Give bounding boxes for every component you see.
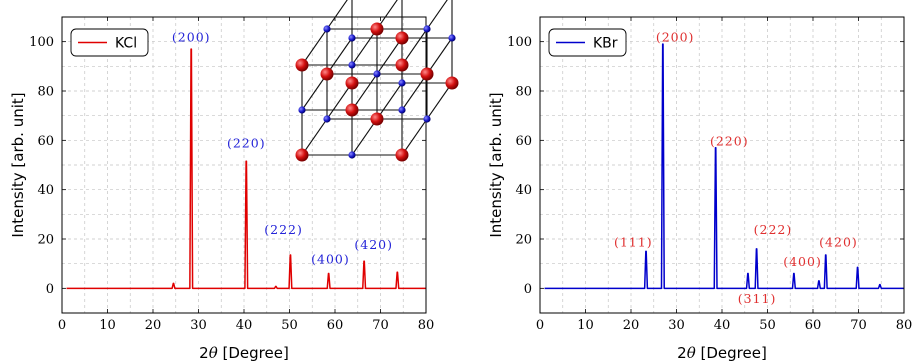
legend-box bbox=[548, 28, 627, 57]
cation-atom bbox=[420, 67, 434, 81]
y-tick-label: 100 bbox=[29, 35, 54, 50]
cation-atom bbox=[370, 112, 384, 126]
crystal-lattice-inset bbox=[295, 0, 459, 162]
cation-atom bbox=[345, 103, 359, 117]
legend-label: KBr bbox=[593, 36, 618, 52]
anion-atom bbox=[448, 34, 456, 42]
x-tick-label: 0 bbox=[58, 318, 66, 333]
anion-atom bbox=[298, 106, 306, 114]
x-tick-label: 30 bbox=[190, 318, 207, 333]
y-tick-label: 80 bbox=[515, 85, 532, 100]
x-tick-label: 70 bbox=[372, 318, 389, 333]
anion-atom bbox=[398, 106, 406, 114]
cation-atom bbox=[295, 148, 309, 162]
anion-atom bbox=[348, 61, 356, 69]
peak-annotation: (400) bbox=[783, 254, 822, 269]
y-tick-label: 60 bbox=[37, 134, 54, 149]
cation-atom bbox=[395, 31, 409, 45]
x-tick-label: 20 bbox=[623, 318, 640, 333]
y-axis-label: Intensity [arb. unit] bbox=[9, 92, 27, 237]
x-tick-label: 60 bbox=[327, 318, 344, 333]
cation-atom bbox=[395, 148, 409, 162]
grid bbox=[62, 17, 426, 313]
x-tick-label: 80 bbox=[418, 318, 435, 333]
peak-annotation: (220) bbox=[710, 133, 749, 148]
legend-box bbox=[70, 28, 149, 57]
y-tick-label: 40 bbox=[515, 183, 532, 198]
plot-frame bbox=[539, 16, 905, 314]
y-tick-label: 0 bbox=[46, 282, 54, 297]
peak-annotation: (400) bbox=[311, 252, 350, 267]
anion-atom bbox=[323, 25, 331, 33]
x-tick-label: 50 bbox=[759, 318, 776, 333]
peak-annotation: (222) bbox=[754, 222, 793, 237]
anion-atom bbox=[348, 34, 356, 42]
x-tick-label: 60 bbox=[805, 318, 822, 333]
chart-panel-2: 0 10 20 30 40 50 60 70 80 0 20 40 60 80 100 (111) (200) (… bbox=[487, 16, 913, 362]
x-tick-label: 0 bbox=[536, 318, 544, 333]
y-tick-label: 0 bbox=[524, 282, 532, 297]
x-tick-label: 30 bbox=[668, 318, 685, 333]
anion-atom bbox=[423, 115, 431, 123]
x-tick-label: 10 bbox=[577, 318, 594, 333]
plot-frame bbox=[61, 16, 427, 314]
peak-annotation: (311) bbox=[738, 291, 777, 306]
y-tick-label: 20 bbox=[515, 233, 532, 248]
y-tick-label: 40 bbox=[37, 183, 54, 198]
x-tick-label: 20 bbox=[145, 318, 162, 333]
peak-annotation: (200) bbox=[656, 30, 695, 45]
peak-annotation: (200) bbox=[172, 30, 211, 45]
chart-panel-1: 0 10 20 30 40 50 60 70 80 0 20 40 60 80 100 (200) (220) (… bbox=[9, 0, 459, 362]
x-tick-label: 50 bbox=[281, 318, 298, 333]
grid bbox=[540, 17, 904, 313]
y-tick-label: 20 bbox=[37, 233, 54, 248]
cation-atom bbox=[345, 76, 359, 90]
y-axis-label: Intensity [arb. unit] bbox=[487, 92, 505, 237]
peak-annotation: (420) bbox=[819, 234, 858, 249]
x-tick-label: 40 bbox=[236, 318, 253, 333]
cation-atom bbox=[370, 22, 384, 36]
series-line-KBr bbox=[544, 43, 905, 290]
legend-label: KCl bbox=[115, 36, 137, 52]
x-axis-label: 2θ [Degree] bbox=[199, 344, 289, 362]
anion-atom bbox=[398, 79, 406, 87]
peak-annotation: (222) bbox=[264, 222, 303, 237]
cation-atom bbox=[395, 58, 409, 72]
cation-atom bbox=[295, 58, 309, 72]
y-tick-label: 100 bbox=[507, 35, 532, 50]
anion-atom bbox=[423, 25, 431, 33]
x-tick-label: 70 bbox=[850, 318, 867, 333]
x-tick-label: 40 bbox=[714, 318, 731, 333]
cation-atom bbox=[320, 67, 334, 81]
cation-atom bbox=[445, 76, 459, 90]
series-line-KCl bbox=[66, 48, 427, 290]
x-axis-label: 2θ [Degree] bbox=[677, 344, 767, 362]
peak-annotation: (220) bbox=[227, 136, 266, 151]
peak-annotation: (420) bbox=[354, 237, 393, 252]
x-tick-label: 80 bbox=[896, 318, 913, 333]
x-tick-label: 10 bbox=[99, 318, 116, 333]
y-tick-label: 80 bbox=[37, 85, 54, 100]
peak-annotation: (111) bbox=[614, 234, 653, 249]
anion-atom bbox=[323, 115, 331, 123]
anion-atom bbox=[373, 70, 381, 78]
anion-atom bbox=[348, 151, 356, 159]
y-tick-label: 60 bbox=[515, 134, 532, 149]
